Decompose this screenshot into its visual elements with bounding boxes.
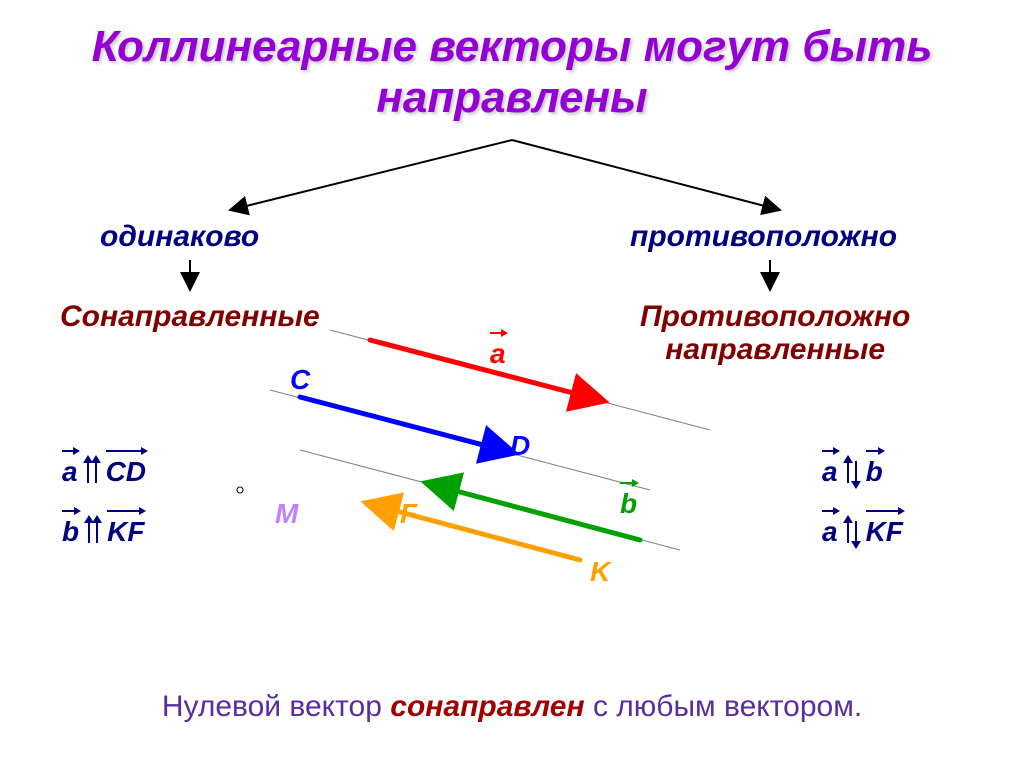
vector-b xyxy=(430,484,640,540)
vec-symbol: b xyxy=(62,510,79,548)
left-sub: Сонаправленные xyxy=(60,300,320,334)
vec-symbol: CD xyxy=(106,450,146,488)
label-F: F xyxy=(400,498,417,530)
vec-symbol: a xyxy=(62,450,78,488)
label-a: a xyxy=(490,332,506,370)
label-b: b xyxy=(620,482,637,520)
codirected-icon xyxy=(85,518,101,550)
vec-symbol: KF xyxy=(866,510,903,548)
label-M: M xyxy=(275,498,298,530)
relation-row: b KF xyxy=(60,510,146,550)
opposite-icon xyxy=(844,458,860,490)
footer-suffix: с любым вектором. xyxy=(585,690,863,723)
point-M xyxy=(237,487,243,493)
vectors xyxy=(300,340,640,560)
vec-symbol: a xyxy=(822,510,838,548)
right-sub: Противоположно направленные xyxy=(640,300,910,366)
label-D: D xyxy=(510,430,530,462)
relation-row: a KF xyxy=(820,510,905,550)
left-heading: одинаково xyxy=(100,220,259,254)
vec-symbol: KF xyxy=(107,510,144,548)
codirected-icon xyxy=(84,458,100,490)
footer-prefix: Нулевой вектор xyxy=(162,690,390,723)
right-sub-line2: направленные xyxy=(665,333,885,366)
footer-accent: сонаправлен xyxy=(390,690,584,723)
right-heading: противоположно xyxy=(630,220,897,254)
label-K: K xyxy=(590,556,610,588)
vec-symbol: b xyxy=(866,450,883,488)
opposite-icon xyxy=(844,518,860,550)
diagram-svg xyxy=(0,0,1024,767)
vector-CD xyxy=(300,397,510,452)
right-sub-line1: Противоположно xyxy=(640,300,910,333)
branch-arrows xyxy=(230,140,780,210)
relation-row: ab xyxy=(820,450,885,490)
vector-a xyxy=(370,340,600,400)
small-down-arrows xyxy=(190,260,770,290)
footer-text: Нулевой вектор сонаправлен с любым векто… xyxy=(0,690,1024,724)
relation-row: a CD xyxy=(60,450,148,490)
vec-symbol: a xyxy=(822,450,838,488)
label-C: C xyxy=(290,364,310,396)
